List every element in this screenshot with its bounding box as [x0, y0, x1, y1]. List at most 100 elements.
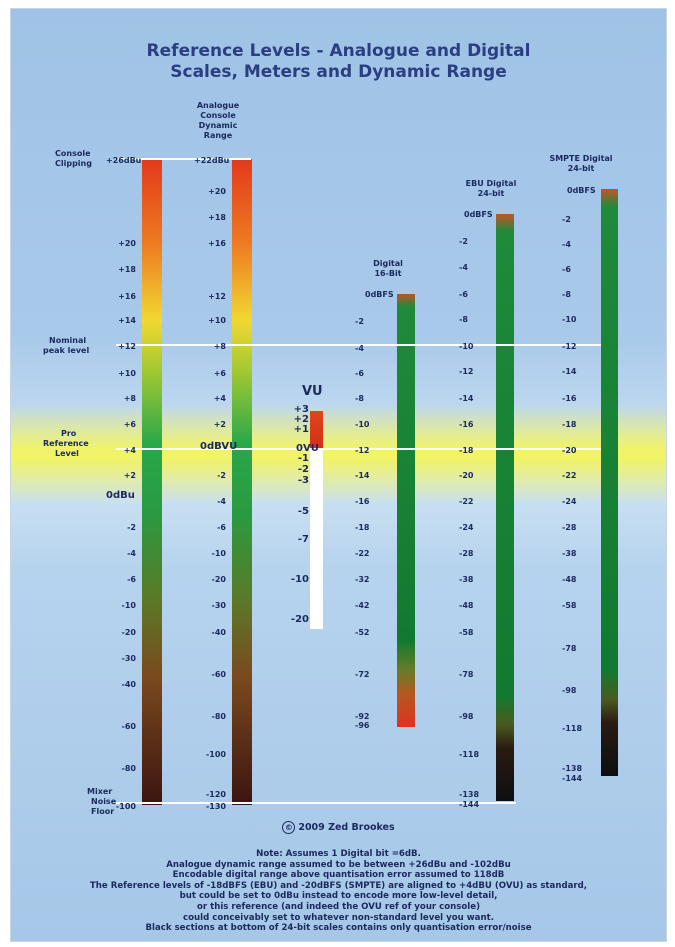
smpte24-tick-label: -12: [562, 342, 577, 351]
dbu-tick-label: -4: [127, 549, 136, 558]
digital16-tick-label: -16: [355, 497, 370, 506]
console-range-bar: [232, 159, 252, 805]
smpte24-tick-label: -48: [562, 575, 577, 584]
label-0vu: 0VU: [296, 443, 319, 454]
ebu24-tick-label: -20: [459, 471, 474, 480]
smpte24-tick-label: -22: [562, 471, 577, 480]
ebu24-tick-label: -98: [459, 712, 474, 721]
label-0dbu: 0dBu: [106, 490, 135, 501]
dbu-tick-label: +16: [118, 292, 136, 301]
dbu-tick-label: +6: [123, 420, 136, 429]
digital16-tick-label: -72: [355, 670, 370, 679]
smpte24-tick-label: -6: [562, 265, 571, 274]
ebu24-tick-label: -78: [459, 670, 474, 679]
console-tick-label: -30: [211, 601, 226, 610]
smpte24-tick-label: -8: [562, 290, 571, 299]
title-line-1: Reference Levels - Analogue and Digital: [146, 41, 531, 61]
console-tick-label: +6: [213, 369, 226, 378]
console-tick-label: +4: [213, 394, 226, 403]
vu-tick-label: -2: [297, 464, 309, 475]
header-ebu-line1: EBU Digital: [465, 179, 517, 188]
ebu24-tick-label: -28: [459, 549, 474, 558]
vu-meter-red: [310, 411, 323, 449]
smpte24-meter-bar: [601, 189, 618, 776]
note-line: Encodable digital range above quantisati…: [172, 870, 505, 881]
header-digital16-line1: Digital: [373, 259, 403, 268]
reference-levels-diagram: Reference Levels - Analogue and Digital …: [10, 8, 667, 942]
smpte24-tick-label: -14: [562, 367, 577, 376]
noise-floor-line: [116, 802, 516, 804]
console-tick-label: -6: [217, 523, 226, 532]
note-line: Analogue dynamic range assumed to be bet…: [166, 859, 511, 870]
digital16-tick-label: -4: [355, 344, 364, 353]
label-0dbfs-ebu: 0dBFS: [464, 210, 493, 219]
label-nominal-peak-1: Nominal: [49, 336, 87, 345]
dbu-tick-label: +26dBu: [106, 156, 142, 165]
ebu24-tick-label: -14: [459, 394, 474, 403]
clipping-line: [116, 158, 251, 160]
digital16-tick-label: -52: [355, 628, 370, 637]
note-line: Black sections at bottom of 24-bit scale…: [145, 923, 532, 934]
vu-tick-label: +3: [293, 404, 309, 415]
label-console-clipping-1: Console: [55, 149, 91, 158]
dbu-tick-label: -60: [121, 722, 136, 731]
pro-reference-band: [11, 404, 666, 504]
note-line: or this reference (and indeed the OVU re…: [196, 901, 480, 912]
smpte24-tick-label: -18: [562, 420, 577, 429]
dbu-tick-label: -30: [121, 654, 136, 663]
console-tick-label: +18: [208, 213, 226, 222]
smpte24-tick-label: -28: [562, 523, 577, 532]
digital16-tick-label: -96: [355, 721, 370, 730]
console-tick-label: +8: [213, 342, 226, 351]
console-tick-label: +22dBu: [194, 156, 230, 165]
ebu24-tick-label: -2: [459, 237, 468, 246]
smpte24-tick-label: -20: [562, 446, 577, 455]
vu-tick-label: -3: [297, 475, 309, 486]
label-0dbfs-16: 0dBFS: [365, 290, 394, 299]
dbu-tick-label: -10: [121, 601, 136, 610]
copyright: © 2009 Zed Brookes: [11, 821, 666, 834]
smpte24-tick-label: -98: [562, 686, 577, 695]
dbu-tick-label: -20: [121, 628, 136, 637]
digital16-tick-label: -8: [355, 394, 364, 403]
console-tick-label: -10: [211, 549, 226, 558]
dbu-tick-label: +4: [123, 446, 136, 455]
vu-tick-label: -5: [297, 506, 309, 517]
header-analogue-line4: Range: [203, 131, 233, 140]
console-tick-label: -60: [211, 670, 226, 679]
note-line: Note: Assumes 1 Digital bit =6dB.: [256, 849, 421, 859]
dbu-tick-label: -40: [121, 680, 136, 689]
ebu24-tick-label: -22: [459, 497, 474, 506]
ebu24-tick-label: -138: [459, 790, 480, 799]
dbu-tick-label: -80: [121, 764, 136, 773]
console-tick-label: -130: [205, 802, 226, 811]
vu-meter-white: [310, 449, 323, 629]
digital16-tick-label: -18: [355, 523, 370, 532]
smpte24-tick-label: -2: [562, 215, 571, 224]
console-tick-label: +12: [208, 292, 226, 301]
digital16-tick-label: -6: [355, 369, 364, 378]
header-digital16-line2: 16-Bit: [374, 269, 402, 278]
header-ebu-line2: 24-bit: [477, 189, 505, 198]
dbu-tick-label: +10: [118, 369, 136, 378]
dbu-tick-label: +20: [118, 239, 136, 248]
vu-tick-label: -10: [290, 574, 309, 585]
digital16-tick-label: -42: [355, 601, 370, 610]
header-vu: VU: [302, 384, 323, 399]
console-tick-label: -120: [205, 790, 226, 799]
label-mixer-noise-1: Mixer: [87, 787, 113, 796]
smpte24-tick-label: -78: [562, 644, 577, 653]
dbu-tick-label: +8: [123, 394, 136, 403]
label-pro-reference-1: Pro: [61, 429, 77, 438]
smpte24-tick-label: -4: [562, 240, 571, 249]
ebu24-tick-label: -24: [459, 523, 474, 532]
digital16-tick-label: -92: [355, 712, 370, 721]
vu-tick-label: +1: [293, 424, 309, 435]
dbu-tick-label: -100: [115, 802, 136, 811]
label-mixer-noise-3: Floor: [91, 807, 115, 816]
ebu24-tick-label: -118: [459, 750, 480, 759]
smpte24-tick-label: -24: [562, 497, 577, 506]
note-line: The Reference levels of -18dBFS (EBU) an…: [89, 880, 588, 891]
header-analogue-line2: Console: [200, 111, 236, 120]
console-tick-label: -2: [217, 471, 226, 480]
